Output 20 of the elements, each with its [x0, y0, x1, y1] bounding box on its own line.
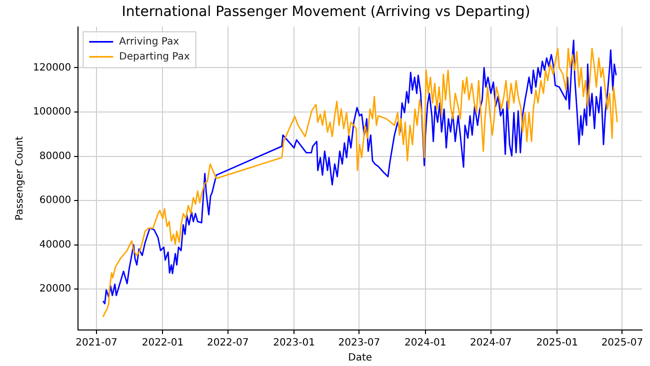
- x-axis-title: Date: [348, 352, 372, 364]
- x-tick-label: 2023-07: [338, 338, 380, 349]
- y-tick-label: 40000: [39, 239, 72, 250]
- chart-title: International Passenger Movement (Arriving vs Departing): [122, 4, 530, 20]
- y-tick-label: 60000: [39, 195, 72, 206]
- x-tick-label: 2025-01: [536, 338, 578, 349]
- x-tick-label: 2022-07: [206, 338, 249, 349]
- x-tick-label: 2023-01: [273, 338, 315, 349]
- legend-label: Arriving Pax: [119, 36, 180, 48]
- x-tick-label: 2025-07: [601, 338, 644, 349]
- y-tick-label: 100000: [32, 106, 72, 118]
- x-tick-label: 2021-07: [76, 338, 118, 349]
- x-tick-label: 2024-01: [404, 338, 446, 349]
- y-tick-label: 120000: [32, 62, 72, 74]
- y-tick-label: 20000: [39, 284, 72, 295]
- y-tick-label: 80000: [39, 150, 72, 162]
- legend-label: Departing Pax: [119, 51, 190, 62]
- x-tick-label: 2022-01: [142, 338, 184, 349]
- y-axis-title: Passenger Count: [14, 136, 26, 220]
- x-tick-label: 2024-07: [470, 338, 512, 349]
